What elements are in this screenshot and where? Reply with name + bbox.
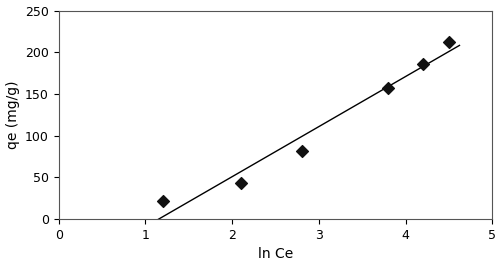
Point [158,199,166,203]
Point [418,62,426,66]
Point [384,86,392,90]
Point [297,149,305,153]
Point [236,181,244,185]
Point [444,40,452,44]
Y-axis label: qe (mg/g): qe (mg/g) [6,81,20,149]
X-axis label: ln Ce: ln Ce [258,248,293,261]
